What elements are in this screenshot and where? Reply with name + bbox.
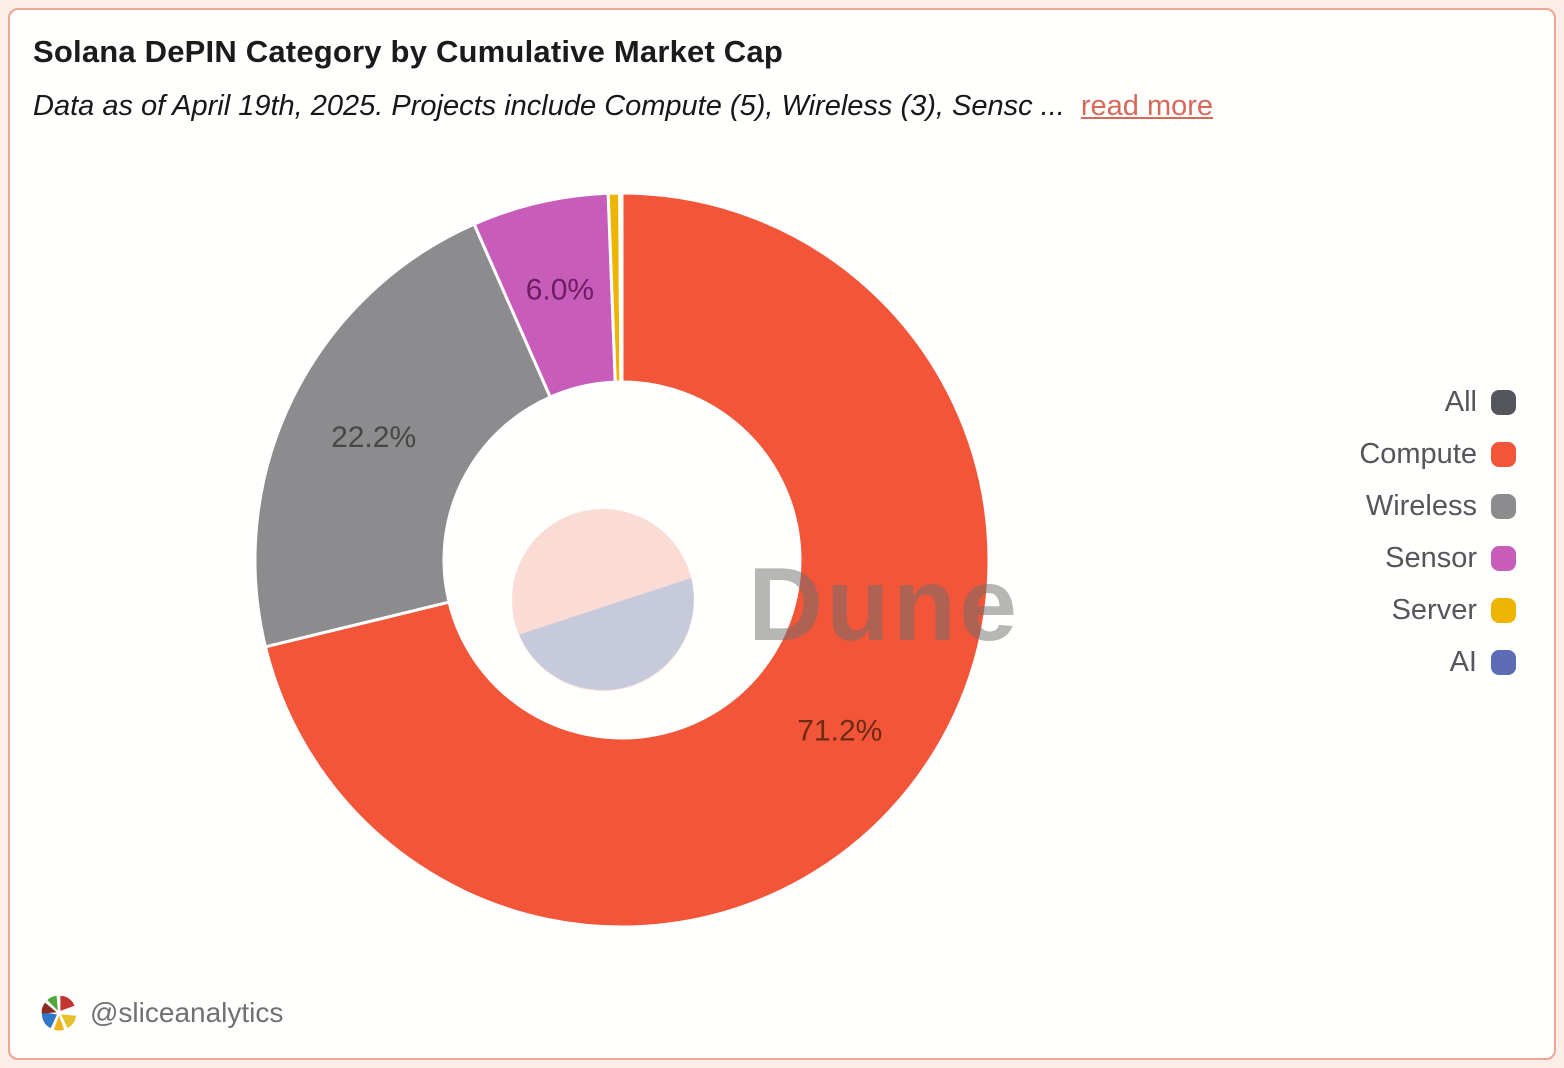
legend-swatch: [1491, 493, 1516, 519]
legend-swatch: [1491, 649, 1516, 675]
legend-item-compute[interactable]: Compute: [1359, 428, 1516, 480]
legend-item-label: All: [1444, 385, 1477, 418]
chart-card: Solana DePIN Category by Cumulative Mark…: [8, 8, 1556, 1060]
legend-item-ai[interactable]: AI: [1359, 636, 1516, 688]
dune-watermark-text: Dune: [748, 547, 1014, 663]
legend-swatch: [1491, 389, 1516, 415]
legend-swatch: [1491, 545, 1516, 571]
read-more-link[interactable]: read more: [1080, 90, 1214, 122]
legend-item-wireless[interactable]: Wireless: [1359, 480, 1516, 532]
legend-swatch: [1491, 441, 1516, 467]
legend-item-all[interactable]: All: [1359, 376, 1516, 428]
chart-subtitle: Data as of April 19th, 2025. Projects in…: [33, 90, 1213, 123]
legend-item-label: Sensor: [1385, 541, 1477, 574]
legend-item-label: Wireless: [1365, 489, 1477, 522]
chart-subtitle-text: Data as of April 19th, 2025. Projects in…: [33, 90, 1065, 122]
dune-logo-watermark: Dune: [512, 509, 1014, 691]
slice-ai[interactable]: [618, 191, 624, 384]
legend: All Compute Wireless Sensor Server AI: [1359, 376, 1516, 688]
dune-logo-circle-bottom: [519, 578, 694, 691]
chart-title: Solana DePIN Category by Cumulative Mark…: [33, 34, 783, 69]
pie-pinwheel-icon: [41, 995, 76, 1031]
footer-attribution: @sliceanalytics: [40, 994, 283, 1032]
slice-label-wireless: 22.2%: [331, 421, 416, 454]
legend-item-label: Compute: [1359, 437, 1477, 470]
slice-label-compute: 71.2%: [797, 715, 882, 748]
attribution-handle: @sliceanalytics: [90, 997, 284, 1028]
legend-item-server[interactable]: Server: [1359, 584, 1516, 636]
donut-chart: Dune 71.2% 22.2% 6.0%: [253, 191, 1014, 929]
legend-item-label: Server: [1391, 593, 1477, 626]
legend-swatch: [1491, 597, 1516, 623]
slice-wireless[interactable]: [253, 222, 553, 649]
legend-item-sensor[interactable]: Sensor: [1359, 532, 1516, 584]
legend-item-label: AI: [1449, 645, 1477, 678]
slice-compute[interactable]: [263, 191, 991, 929]
slice-label-sensor: 6.0%: [526, 274, 594, 307]
